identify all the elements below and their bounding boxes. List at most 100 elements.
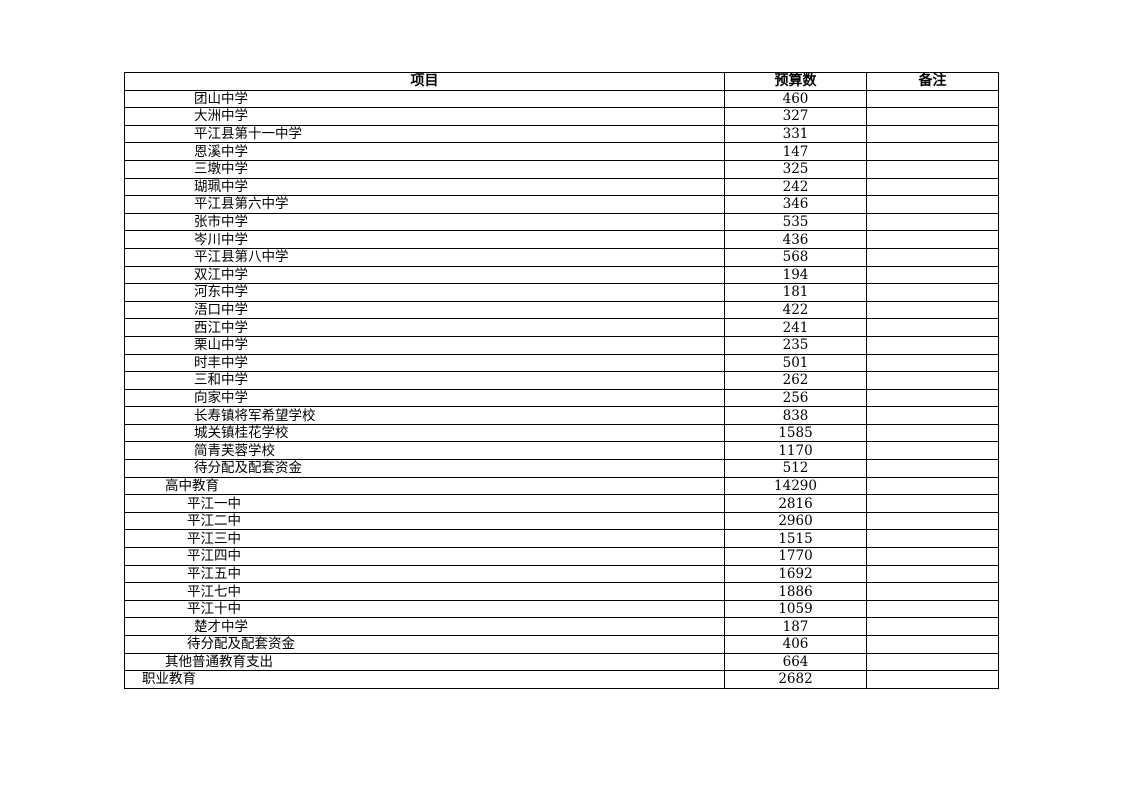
- note-cell: [866, 494, 999, 513]
- note-cell: [866, 459, 999, 478]
- note-cell: [866, 177, 999, 197]
- note-cell: [866, 582, 999, 601]
- item-name-cell: 浯口中学: [124, 300, 725, 320]
- table-row: 长寿镇将军希望学校 838: [124, 406, 999, 425]
- item-name-cell: 平江县第八中学: [124, 247, 725, 267]
- table-row: 浯口中学 422: [124, 300, 999, 320]
- item-name-cell: 团山中学: [124, 89, 725, 109]
- budget-amount-cell: 331: [724, 124, 867, 144]
- budget-amount-cell: 664: [724, 652, 867, 672]
- item-name-cell: 大洲中学: [124, 107, 725, 126]
- table-row: 平江十中 1059: [124, 599, 999, 619]
- table-row: 平江七中 1886: [124, 582, 999, 601]
- budget-amount-cell: 194: [724, 265, 867, 285]
- item-name-cell: 岑川中学: [124, 230, 725, 249]
- budget-table: 项目 预算数 备注 团山中学 460 大洲中学 327 平江县第十一中学 331 恩溪中学 1…: [124, 72, 999, 689]
- budget-amount-cell: 181: [724, 283, 867, 302]
- table-row: 平江县第六中学 346: [124, 195, 999, 214]
- note-cell: [866, 283, 999, 302]
- header-row: 项目 预算数 备注: [124, 72, 999, 91]
- budget-amount-cell: 1886: [724, 582, 867, 601]
- table-row: 平江县第八中学 568: [124, 247, 999, 267]
- budget-amount-cell: 512: [724, 459, 867, 478]
- table-row: 平江三中 1515: [124, 529, 999, 549]
- budget-amount-cell: 327: [724, 107, 867, 126]
- item-name-cell: 待分配及配套资金: [124, 459, 725, 478]
- note-cell: [866, 195, 999, 214]
- note-cell: [866, 212, 999, 232]
- budget-amount-cell: 235: [724, 335, 867, 355]
- item-name-cell: 三和中学: [124, 371, 725, 390]
- table-row: 职业教育 2682: [124, 670, 999, 689]
- note-cell: [866, 635, 999, 654]
- item-name-cell: 栗山中学: [124, 335, 725, 355]
- table-row: 西江中学 241: [124, 318, 999, 337]
- budget-amount-cell: 2682: [724, 670, 867, 689]
- budget-amount-cell: 2960: [724, 511, 867, 531]
- item-name-cell: 恩溪中学: [124, 142, 725, 161]
- budget-amount-cell: 1515: [724, 529, 867, 549]
- item-name-cell: 河东中学: [124, 283, 725, 302]
- table-row: 城关镇桂花学校 1585: [124, 423, 999, 443]
- table-row: 栗山中学 235: [124, 335, 999, 355]
- note-cell: [866, 371, 999, 390]
- note-cell: [866, 89, 999, 109]
- item-name-cell: 平江三中: [124, 529, 725, 549]
- budget-amount-cell: 422: [724, 300, 867, 320]
- note-cell: [866, 423, 999, 443]
- budget-amount-cell: 242: [724, 177, 867, 197]
- table-row: 待分配及配套资金 512: [124, 459, 999, 478]
- budget-amount-cell: 2816: [724, 494, 867, 513]
- budget-amount-cell: 838: [724, 406, 867, 425]
- item-name-cell: 双江中学: [124, 265, 725, 285]
- budget-amount-cell: 325: [724, 159, 867, 179]
- table-row: 向家中学 256: [124, 388, 999, 408]
- item-name-cell: 城关镇桂花学校: [124, 423, 725, 443]
- item-name-cell: 简青芙蓉学校: [124, 441, 725, 461]
- item-name-cell: 平江四中: [124, 547, 725, 566]
- budget-amount-cell: 241: [724, 318, 867, 337]
- note-cell: [866, 265, 999, 285]
- budget-amount-cell: 1770: [724, 547, 867, 566]
- note-cell: [866, 476, 999, 496]
- item-name-cell: 向家中学: [124, 388, 725, 408]
- note-cell: [866, 441, 999, 461]
- budget-amount-cell: 187: [724, 617, 867, 636]
- note-cell: [866, 388, 999, 408]
- note-cell: [866, 652, 999, 672]
- budget-amount-cell: 346: [724, 195, 867, 214]
- item-name-cell: 平江一中: [124, 494, 725, 513]
- note-cell: [866, 529, 999, 549]
- budget-amount-cell: 1692: [724, 564, 867, 584]
- budget-amount-cell: 501: [724, 353, 867, 373]
- item-name-cell: 平江七中: [124, 582, 725, 601]
- budget-amount-cell: 14290: [724, 476, 867, 496]
- item-name-cell: 职业教育: [124, 670, 725, 689]
- budget-amount-cell: 535: [724, 212, 867, 232]
- budget-amount-cell: 262: [724, 371, 867, 390]
- table-row: 三和中学 262: [124, 371, 999, 390]
- table-row: 平江四中 1770: [124, 547, 999, 566]
- table-row: 简青芙蓉学校 1170: [124, 441, 999, 461]
- budget-amount-cell: 1170: [724, 441, 867, 461]
- budget-amount-cell: 256: [724, 388, 867, 408]
- table-row: 河东中学 181: [124, 283, 999, 302]
- item-name-cell: 平江五中: [124, 564, 725, 584]
- item-name-cell: 其他普通教育支出: [124, 652, 725, 672]
- table-row: 其他普通教育支出 664: [124, 652, 999, 672]
- item-name-cell: 楚才中学: [124, 617, 725, 636]
- table-row: 大洲中学 327: [124, 107, 999, 126]
- table-row: 张市中学 535: [124, 212, 999, 232]
- item-name-cell: 西江中学: [124, 318, 725, 337]
- item-name-cell: 平江县第六中学: [124, 195, 725, 214]
- note-cell: [866, 406, 999, 425]
- note-cell: [866, 300, 999, 320]
- note-cell: [866, 107, 999, 126]
- note-cell: [866, 547, 999, 566]
- header-budget: 预算数: [724, 72, 867, 91]
- budget-amount-cell: 1585: [724, 423, 867, 443]
- header-note: 备注: [866, 72, 999, 91]
- item-name-cell: 平江县第十一中学: [124, 124, 725, 144]
- note-cell: [866, 159, 999, 179]
- header-item: 项目: [124, 72, 725, 91]
